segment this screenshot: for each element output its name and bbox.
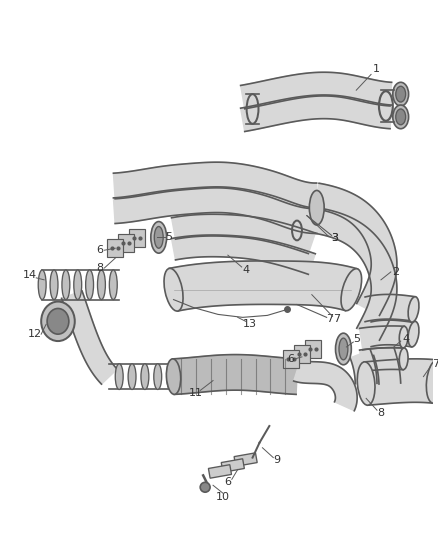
Polygon shape xyxy=(240,72,392,109)
Polygon shape xyxy=(240,95,392,132)
Ellipse shape xyxy=(357,362,375,405)
Polygon shape xyxy=(374,349,401,384)
Polygon shape xyxy=(208,465,232,478)
Ellipse shape xyxy=(154,364,162,390)
Polygon shape xyxy=(314,183,397,316)
Ellipse shape xyxy=(86,270,94,300)
Text: 6: 6 xyxy=(288,354,295,364)
Ellipse shape xyxy=(62,270,70,300)
Text: 7: 7 xyxy=(326,314,333,325)
Ellipse shape xyxy=(399,348,408,370)
Text: 11: 11 xyxy=(189,389,203,398)
Polygon shape xyxy=(173,354,298,394)
Ellipse shape xyxy=(339,338,348,360)
Polygon shape xyxy=(234,453,257,466)
Polygon shape xyxy=(360,326,404,350)
Ellipse shape xyxy=(426,360,438,403)
Text: 2: 2 xyxy=(392,267,399,277)
Polygon shape xyxy=(365,319,415,347)
Ellipse shape xyxy=(393,105,409,128)
Ellipse shape xyxy=(309,190,324,225)
Ellipse shape xyxy=(408,297,419,322)
Text: 10: 10 xyxy=(216,492,230,502)
Text: 5: 5 xyxy=(165,232,172,243)
Ellipse shape xyxy=(408,321,419,347)
Polygon shape xyxy=(350,350,377,384)
Ellipse shape xyxy=(115,364,123,390)
Polygon shape xyxy=(294,360,357,411)
Polygon shape xyxy=(365,294,415,322)
Ellipse shape xyxy=(74,270,81,300)
Text: 6: 6 xyxy=(96,245,103,255)
Polygon shape xyxy=(314,208,397,340)
Text: 8: 8 xyxy=(96,263,103,273)
Ellipse shape xyxy=(154,227,163,248)
Ellipse shape xyxy=(393,82,409,106)
Text: 1: 1 xyxy=(372,64,379,75)
Text: 5: 5 xyxy=(353,334,360,344)
Polygon shape xyxy=(113,162,317,209)
Ellipse shape xyxy=(166,359,181,394)
Ellipse shape xyxy=(141,364,149,390)
Ellipse shape xyxy=(336,333,351,365)
Text: 14: 14 xyxy=(23,270,37,280)
Ellipse shape xyxy=(151,222,166,253)
Ellipse shape xyxy=(166,364,174,390)
Text: 9: 9 xyxy=(274,455,281,465)
Text: 3: 3 xyxy=(331,233,338,244)
Polygon shape xyxy=(113,187,317,233)
Text: 6: 6 xyxy=(224,478,231,487)
Text: 12: 12 xyxy=(28,329,42,339)
Ellipse shape xyxy=(399,326,408,348)
Ellipse shape xyxy=(164,268,183,311)
Ellipse shape xyxy=(47,309,69,334)
Ellipse shape xyxy=(396,86,406,102)
Bar xyxy=(294,345,310,363)
Ellipse shape xyxy=(41,302,75,341)
Text: 7: 7 xyxy=(333,314,340,325)
Polygon shape xyxy=(360,348,404,372)
Text: 8: 8 xyxy=(378,408,385,418)
Polygon shape xyxy=(172,235,315,274)
Polygon shape xyxy=(170,261,357,311)
Text: 4: 4 xyxy=(402,334,409,344)
Polygon shape xyxy=(172,214,315,254)
Polygon shape xyxy=(221,459,244,472)
Circle shape xyxy=(200,482,210,492)
Text: 3: 3 xyxy=(331,233,338,244)
Ellipse shape xyxy=(396,109,406,125)
Polygon shape xyxy=(364,359,438,405)
Ellipse shape xyxy=(128,364,136,390)
Ellipse shape xyxy=(50,270,58,300)
Ellipse shape xyxy=(341,269,362,311)
Ellipse shape xyxy=(110,270,117,300)
Bar xyxy=(107,239,123,257)
Text: 4: 4 xyxy=(242,265,249,275)
Bar xyxy=(129,230,145,247)
Ellipse shape xyxy=(98,270,106,300)
Polygon shape xyxy=(62,291,117,384)
Ellipse shape xyxy=(38,270,46,300)
Bar xyxy=(118,235,134,252)
Text: 7: 7 xyxy=(432,359,438,369)
Bar xyxy=(283,350,299,368)
Bar xyxy=(305,340,321,358)
Text: 13: 13 xyxy=(243,319,257,329)
